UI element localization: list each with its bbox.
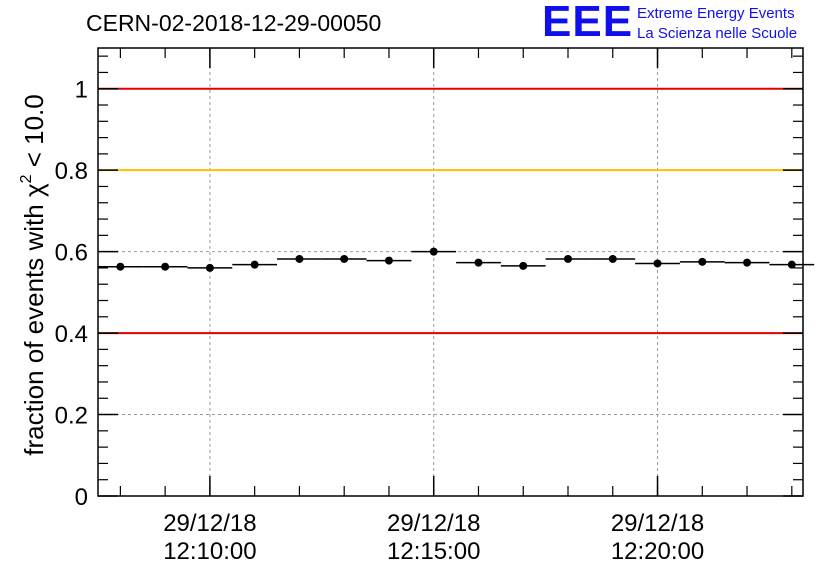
y-axis-label: fraction of events with χ2 < 10.0 bbox=[18, 94, 49, 455]
data-point bbox=[116, 262, 125, 271]
y-axis-label-main: fraction of events with χ bbox=[19, 183, 49, 456]
y-tick-label: 0 bbox=[75, 484, 88, 511]
grid-lines bbox=[98, 48, 803, 496]
data-point bbox=[743, 258, 752, 267]
y-tick-label: 1 bbox=[75, 77, 88, 104]
data-point bbox=[205, 263, 214, 272]
x-tick-time: 12:10:00 bbox=[163, 538, 256, 565]
eee-logo: EEE Extreme Energy Events La Scienza nel… bbox=[542, 0, 832, 46]
data-point bbox=[698, 257, 707, 266]
reference-lines bbox=[98, 87, 803, 335]
plot-frame bbox=[97, 47, 804, 497]
data-point bbox=[608, 254, 617, 263]
y-axis-label-sup: 2 bbox=[18, 174, 35, 183]
x-axis: 29/12/1812:10:0029/12/1812:15:0029/12/18… bbox=[119, 48, 793, 565]
x-tick-date: 29/12/18 bbox=[611, 510, 704, 537]
data-point bbox=[653, 259, 662, 268]
y-tick-label: 0.2 bbox=[55, 403, 88, 430]
y-axis-label-suffix: < 10.0 bbox=[19, 94, 49, 174]
data-points bbox=[98, 247, 815, 272]
eee-logo-mark: EEE bbox=[542, 0, 634, 46]
data-point bbox=[384, 256, 393, 265]
x-tick-time: 12:20:00 bbox=[611, 538, 704, 565]
x-tick-date: 29/12/18 bbox=[387, 510, 480, 537]
x-tick-time: 12:15:00 bbox=[387, 538, 480, 565]
eee-logo-line2: La Scienza nelle Scuole bbox=[637, 25, 798, 42]
x-tick-date: 29/12/18 bbox=[163, 510, 256, 537]
data-point bbox=[250, 260, 259, 269]
data-point bbox=[564, 254, 572, 263]
chart-title: CERN-02-2018-12-29-00050 bbox=[86, 10, 382, 36]
y-axis: 0 0.2 0.4 0.6 0.8 1 bbox=[55, 55, 803, 511]
y-tick-label: 0.6 bbox=[55, 240, 88, 267]
eee-logo-line1: Extreme Energy Events bbox=[637, 5, 795, 22]
data-point bbox=[295, 254, 304, 263]
data-point bbox=[787, 260, 796, 269]
y-tick-label: 0.4 bbox=[55, 321, 88, 348]
data-point bbox=[519, 261, 528, 270]
data-point bbox=[429, 247, 438, 256]
y-tick-label: 0.8 bbox=[55, 158, 88, 185]
data-point bbox=[161, 262, 170, 271]
data-point bbox=[474, 258, 483, 267]
data-point bbox=[340, 254, 349, 263]
